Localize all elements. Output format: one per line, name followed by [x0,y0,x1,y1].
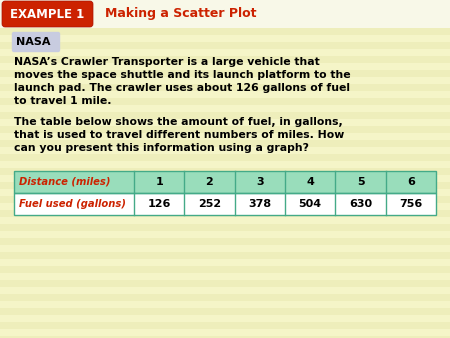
Text: 504: 504 [299,199,322,209]
Text: that is used to travel different numbers of miles. How: that is used to travel different numbers… [14,130,344,140]
Bar [0,203,450,210]
Bar [0,77,450,84]
Bar [0,280,450,287]
Text: 756: 756 [399,199,423,209]
Bar [0,217,450,224]
Bar [0,245,450,252]
Text: 4: 4 [306,177,314,187]
Bar [0,322,450,329]
Bar [0,49,450,56]
FancyBboxPatch shape [13,32,59,51]
Bar [0,140,450,147]
Bar [0,0,450,28]
Bar [0,0,450,7]
Bar [0,154,450,161]
Bar [0,308,450,315]
Text: EXAMPLE 1: EXAMPLE 1 [10,7,85,21]
Text: Making a Scatter Plot: Making a Scatter Plot [105,7,256,21]
Text: moves the space shuttle and its launch platform to the: moves the space shuttle and its launch p… [14,70,351,80]
Bar [0,14,450,21]
Bar [14,171,436,193]
Text: 252: 252 [198,199,221,209]
Text: The table below shows the amount of fuel, in gallons,: The table below shows the amount of fuel… [14,117,343,127]
Bar [0,238,450,245]
Text: 1: 1 [155,177,163,187]
Bar [0,28,450,35]
Bar [0,84,450,91]
Bar [0,91,450,98]
Text: 2: 2 [206,177,213,187]
Bar [0,210,450,217]
Bar [0,35,450,42]
Bar [0,273,450,280]
Bar [0,294,450,301]
Bar [0,112,450,119]
Text: 5: 5 [357,177,365,187]
Bar [0,98,450,105]
Bar [0,105,450,112]
Text: NASA: NASA [16,37,50,47]
Bar [0,252,450,259]
Bar [0,315,450,322]
Text: NASA’s Crawler Transporter is a large vehicle that: NASA’s Crawler Transporter is a large ve… [14,57,320,67]
Bar [0,168,450,175]
Bar [0,161,450,168]
Text: launch pad. The crawler uses about 126 gallons of fuel: launch pad. The crawler uses about 126 g… [14,83,350,93]
Bar [0,189,450,196]
Bar [0,42,450,49]
Text: can you present this information using a graph?: can you present this information using a… [14,143,309,153]
Bar [0,119,450,126]
Bar [0,196,450,203]
Bar [0,56,450,63]
Bar [0,133,450,140]
Bar [0,329,450,336]
Bar [0,126,450,133]
Bar [0,175,450,182]
Bar [0,63,450,70]
FancyBboxPatch shape [2,1,93,27]
Bar [0,147,450,154]
Bar [0,21,450,28]
Text: 3: 3 [256,177,264,187]
Text: Distance (miles): Distance (miles) [19,177,111,187]
Bar [0,224,450,231]
Bar [0,182,450,189]
Text: 378: 378 [248,199,271,209]
Text: Fuel used (gallons): Fuel used (gallons) [19,199,126,209]
Text: 6: 6 [407,177,415,187]
Bar [14,171,436,193]
Bar [0,7,450,14]
Bar [0,266,450,273]
Bar [0,259,450,266]
Bar [14,193,436,215]
Text: to travel 1 mile.: to travel 1 mile. [14,96,112,106]
Bar [0,287,450,294]
Bar [0,336,450,338]
Text: 630: 630 [349,199,372,209]
Bar [0,301,450,308]
Bar [0,70,450,77]
Bar [0,231,450,238]
Bar [14,193,436,215]
Text: 126: 126 [148,199,171,209]
